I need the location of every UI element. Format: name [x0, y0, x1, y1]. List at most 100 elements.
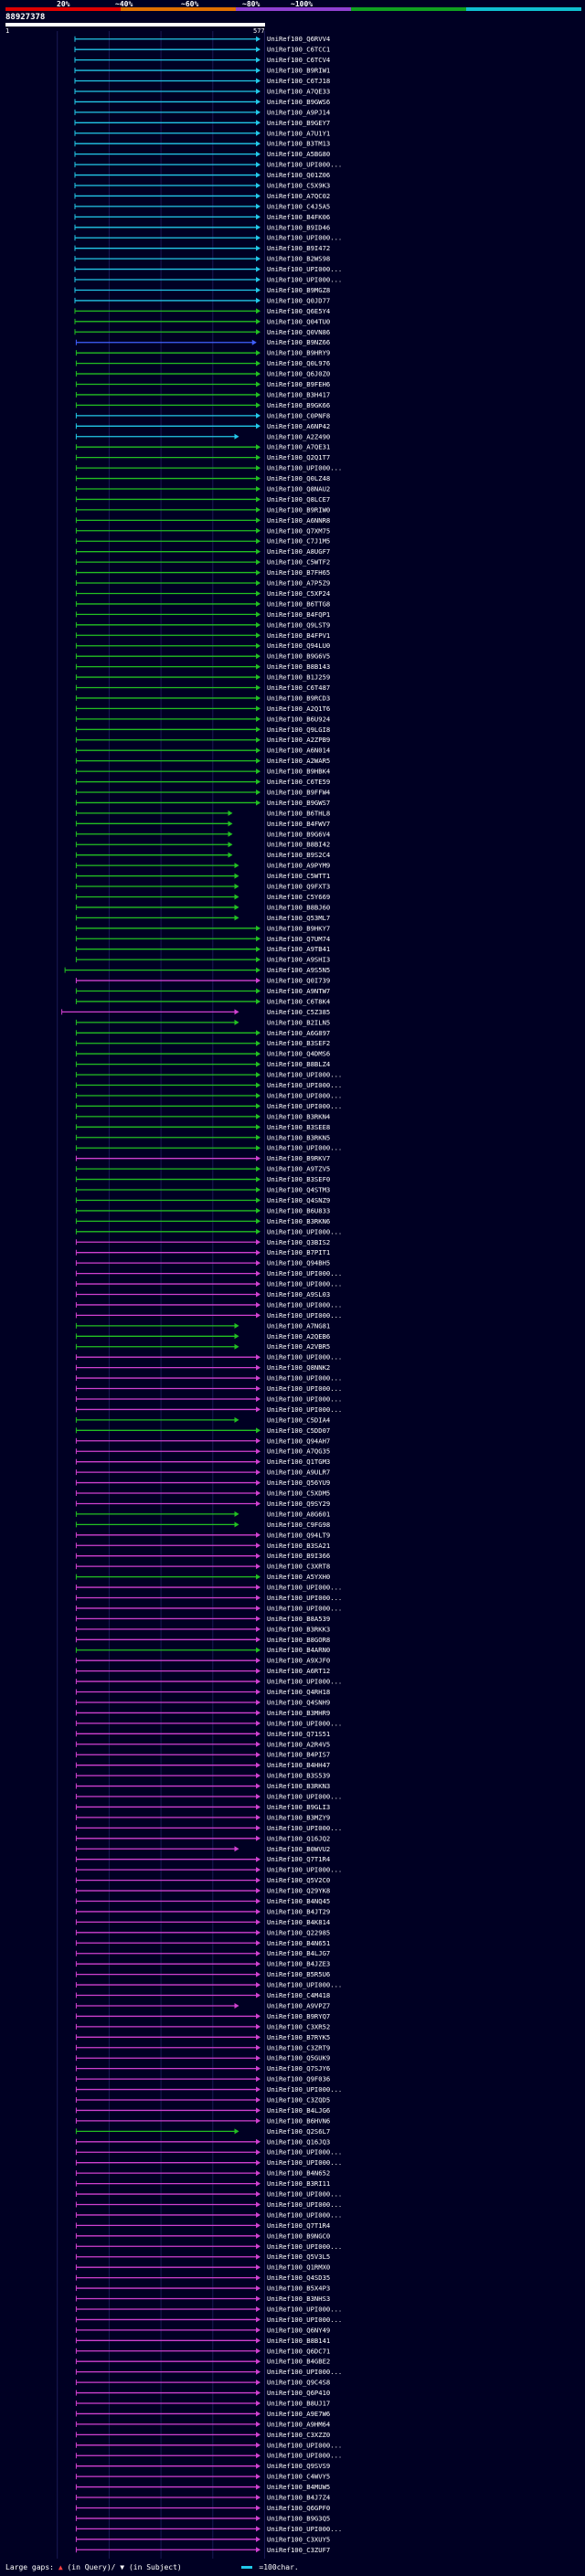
hit-row[interactable]: UniRef100_Q8NNK2	[75, 1363, 330, 1372]
hit-row[interactable]: UniRef100_B4FWV7	[75, 820, 330, 828]
hit-row[interactable]: UniRef100_B4PIS7	[75, 1751, 330, 1759]
hit-row[interactable]: UniRef100_Q1TGM3	[75, 1458, 330, 1466]
hit-row[interactable]: UniRef100_Q53ML7	[75, 914, 330, 922]
hit-row[interactable]: UniRef100_B4N652	[75, 2169, 330, 2178]
hit-row[interactable]: UniRef100_B4ARN0	[75, 1646, 330, 1654]
hit-row[interactable]: UniRef100_B7PIT1	[75, 1248, 330, 1256]
hit-row[interactable]: UniRef100_B3SA21	[75, 1542, 330, 1550]
hit-row[interactable]: UniRef100_UPI000...	[75, 1604, 342, 1612]
hit-row[interactable]: UniRef100_UPI000...	[75, 2085, 342, 2094]
hit-row[interactable]: UniRef100_B4NQ45	[75, 1897, 330, 1905]
hit-row[interactable]: UniRef100_B4N651	[75, 1939, 330, 1947]
hit-row[interactable]: UniRef100_B4HH47	[75, 1761, 330, 1769]
hit-row[interactable]: UniRef100_B5R5U6	[75, 1970, 330, 1978]
hit-row[interactable]: UniRef100_B7RYK5	[75, 2033, 330, 2041]
hit-row[interactable]: UniRef100_UPI000...	[75, 1981, 342, 1989]
hit-row[interactable]: UniRef100_A2Z490	[75, 432, 330, 440]
hit-row[interactable]: UniRef100_B9GWS7	[75, 799, 330, 807]
hit-row[interactable]: UniRef100_A9S5N5	[64, 966, 330, 974]
hit-row[interactable]: UniRef100_C5XP24	[75, 589, 330, 598]
hit-row[interactable]: UniRef100_B3TM13	[74, 140, 330, 148]
hit-row[interactable]: UniRef100_A2R4V5	[75, 1740, 330, 1748]
hit-row[interactable]: UniRef100_Q71S51	[75, 1730, 330, 1738]
hit-row[interactable]: UniRef100_Q9C4S8	[75, 2379, 330, 2387]
hit-row[interactable]: UniRef100_C3ZQD5	[75, 2096, 330, 2104]
hit-row[interactable]: UniRef100_C6TE59	[75, 778, 330, 786]
hit-row[interactable]: UniRef100_Q9LGI8	[75, 726, 330, 734]
hit-row[interactable]: UniRef100_Q94LT9	[75, 1531, 330, 1539]
hit-row[interactable]: UniRef100_B3RKN4	[75, 1112, 330, 1120]
hit-row[interactable]: UniRef100_Q94AH7	[75, 1436, 330, 1445]
hit-row[interactable]: UniRef100_Q9LST9	[75, 620, 330, 629]
hit-row[interactable]: UniRef100_UPI000...	[75, 1719, 342, 1727]
hit-row[interactable]: UniRef100_UPI000...	[75, 1824, 342, 1832]
hit-row[interactable]: UniRef100_UPI000...	[75, 1793, 342, 1801]
hit-row[interactable]: UniRef100_C5WTT1	[75, 872, 330, 880]
hit-row[interactable]: UniRef100_C3XRT8	[75, 1563, 330, 1571]
hit-row[interactable]: UniRef100_C4M418	[75, 1991, 330, 1999]
hit-row[interactable]: UniRef100_Q16JQ3	[75, 2137, 330, 2146]
hit-row[interactable]: UniRef100_B3MZY9	[75, 1813, 330, 1821]
hit-row[interactable]: UniRef100_UPI000...	[75, 2441, 342, 2449]
hit-row[interactable]: UniRef100_UPI000...	[75, 1866, 342, 1874]
hit-row[interactable]: UniRef100_C5DD07	[75, 1426, 330, 1435]
hit-row[interactable]: UniRef100_A9TB41	[75, 945, 330, 953]
hit-row[interactable]: UniRef100_B3NHS3	[75, 2295, 330, 2303]
hit-row[interactable]: UniRef100_A9ULR7	[75, 1468, 330, 1477]
hit-row[interactable]: UniRef100_UPI000...	[75, 1081, 342, 1089]
hit-row[interactable]: UniRef100_Q29YK8	[75, 1887, 330, 1895]
hit-row[interactable]: UniRef100_A9E7W6	[75, 2410, 330, 2418]
hit-row[interactable]: UniRef100_Q4RH18	[75, 1688, 330, 1696]
hit-row[interactable]: UniRef100_B6U833	[75, 1206, 330, 1214]
hit-row[interactable]: UniRef100_B3SEF0	[75, 1175, 330, 1183]
hit-row[interactable]: UniRef100_UPI000...	[75, 2210, 342, 2219]
hit-row[interactable]: UniRef100_C4WVY5	[75, 2473, 330, 2481]
hit-row[interactable]: UniRef100_B6U924	[75, 715, 330, 723]
hit-row[interactable]: UniRef100_A8G601	[75, 1510, 330, 1518]
hit-row[interactable]: UniRef100_Q94LU0	[75, 641, 330, 650]
hit-row[interactable]: UniRef100_A7NG81	[75, 1321, 330, 1330]
hit-row[interactable]: UniRef100_B4J7Z4	[75, 2494, 330, 2502]
hit-row[interactable]: UniRef100_UPI000...	[75, 2242, 342, 2251]
hit-row[interactable]: UniRef100_B3SEF2	[75, 1039, 330, 1047]
hit-row[interactable]: UniRef100_UPI000...	[75, 1394, 342, 1403]
hit-row[interactable]: UniRef100_B9RIW1	[74, 67, 330, 75]
hit-row[interactable]: UniRef100_Q56YU9	[75, 1479, 330, 1487]
hit-row[interactable]: UniRef100_A7U1Y1	[74, 129, 330, 137]
hit-row[interactable]: UniRef100_UPI000...	[75, 2148, 342, 2157]
hit-row[interactable]: UniRef100_Q6DC71	[75, 2347, 330, 2355]
hit-row[interactable]: UniRef100_B4GBE2	[75, 2358, 330, 2366]
hit-row[interactable]: UniRef100_B4FQP1	[75, 610, 330, 619]
hit-row[interactable]: UniRef100_UPI000...	[75, 1405, 342, 1414]
hit-row[interactable]: UniRef100_C5WTF2	[75, 558, 330, 567]
hit-row[interactable]: UniRef100_UPI000...	[75, 2452, 342, 2460]
hit-row[interactable]: UniRef100_Q4SNH9	[75, 1698, 330, 1706]
hit-row[interactable]: UniRef100_C3ZRT9	[75, 2043, 330, 2051]
hit-row[interactable]: UniRef100_B4LJG7	[75, 1949, 330, 1957]
hit-row[interactable]: UniRef100_Q7T1R4	[75, 1855, 330, 1863]
hit-row[interactable]: UniRef100_Q9SVS9	[75, 2462, 330, 2470]
hit-row[interactable]: UniRef100_Q4DMS6	[75, 1050, 330, 1058]
hit-row[interactable]: UniRef100_B9S2C4	[75, 851, 330, 859]
hit-row[interactable]: UniRef100_A7QE31	[75, 443, 330, 451]
hit-row[interactable]: UniRef100_Q0VN86	[74, 328, 330, 336]
hit-row[interactable]: UniRef100_Q4SD35	[75, 2274, 330, 2282]
hit-row[interactable]: UniRef100_UPI000...	[75, 1311, 342, 1320]
hit-row[interactable]: UniRef100_Q8NAU2	[75, 484, 330, 493]
hit-row[interactable]: UniRef100_UPI000...	[74, 276, 342, 284]
hit-row[interactable]: UniRef100_UPI000...	[75, 1280, 342, 1288]
hit-row[interactable]: UniRef100_B9HKY7	[75, 924, 330, 932]
hit-row[interactable]: UniRef100_A2ZPB9	[75, 736, 330, 744]
hit-row[interactable]: UniRef100_B6TTG8	[75, 599, 330, 608]
hit-row[interactable]: UniRef100_Q6J0Z0	[75, 370, 330, 378]
hit-row[interactable]: UniRef100_B9GEY7	[74, 119, 330, 127]
hit-row[interactable]: UniRef100_B9MGZ8	[74, 286, 330, 294]
hit-row[interactable]: UniRef100_UPI000...	[75, 1584, 342, 1592]
hit-row[interactable]: UniRef100_Q7SJY6	[75, 2064, 330, 2072]
hit-row[interactable]: UniRef100_B9FEH6	[75, 380, 330, 388]
hit-row[interactable]: UniRef100_Q7XM75	[75, 526, 330, 535]
hit-row[interactable]: UniRef100_UPI000...	[74, 161, 342, 169]
hit-row[interactable]: UniRef100_A7P5Z9	[75, 579, 330, 588]
hit-row[interactable]: UniRef100_B6HVN6	[75, 2116, 330, 2125]
hit-row[interactable]: UniRef100_B4LJG6	[75, 2106, 330, 2115]
